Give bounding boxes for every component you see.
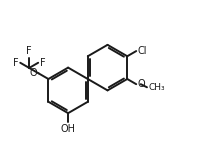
Text: O: O xyxy=(30,68,37,78)
Text: O: O xyxy=(138,79,145,89)
Text: F: F xyxy=(13,58,18,68)
Text: CH₃: CH₃ xyxy=(148,83,165,92)
Text: F: F xyxy=(26,46,32,56)
Text: Cl: Cl xyxy=(138,46,147,56)
Text: OH: OH xyxy=(61,124,76,134)
Text: F: F xyxy=(40,58,46,68)
